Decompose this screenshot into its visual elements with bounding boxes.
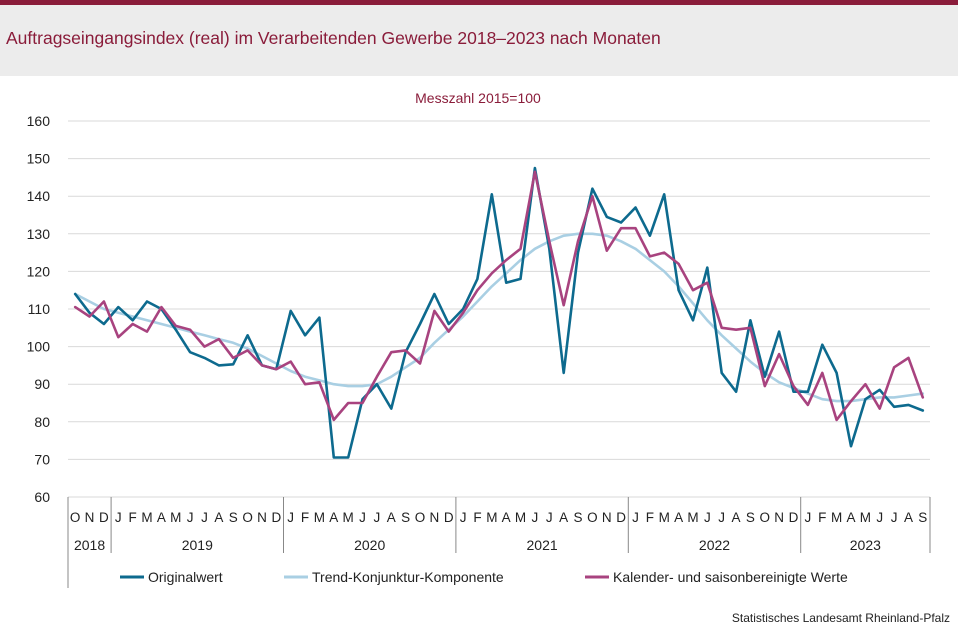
x-month-label: O [760,510,771,525]
x-month-label: A [846,510,855,525]
x-month-label: O [587,510,598,525]
x-month-label: J [891,510,898,525]
y-tick-label: 120 [27,263,51,279]
y-tick-label: 90 [34,376,50,392]
x-month-label: F [473,510,481,525]
x-month-label: F [129,510,137,525]
y-tick-label: 60 [34,489,50,505]
x-year-label: 2018 [74,537,105,553]
chart-panel [0,76,958,628]
x-month-label: N [774,510,784,525]
legend-label: Trend-Konjunktur-Komponente [312,569,504,585]
x-month-label: M [515,510,526,525]
x-month-label: J [187,510,194,525]
x-month-label: A [904,510,913,525]
x-month-label: J [805,510,812,525]
x-month-label: S [229,510,238,525]
x-month-label: J [876,510,883,525]
x-month-label: N [85,510,95,525]
header: Auftragseingangsindex (real) im Verarbei… [0,5,958,67]
source-note: Statistisches Landesamt Rheinland-Pfalz [731,611,950,625]
chart-title: Auftragseingangsindex (real) im Verarbei… [6,28,661,48]
y-tick-label: 160 [27,113,51,129]
series-line-2 [73,170,925,422]
brand-bar [0,0,958,5]
x-month-label: A [502,510,511,525]
x-month-label: A [387,510,396,525]
x-year-label: 2023 [850,537,881,553]
x-month-label: S [746,510,755,525]
y-axis: 60 70 80 90 100 110 120 130 140 150 160 [27,113,51,505]
x-month-label: S [401,510,410,525]
x-month-label: A [674,510,683,525]
x-month-label: J [115,510,122,525]
x-month-label: F [818,510,826,525]
x-month-label: M [860,510,871,525]
x-year-label: 2021 [527,537,558,553]
y-tick-label: 130 [27,226,51,242]
series-line-1 [73,232,925,403]
x-month-label: M [831,510,842,525]
x-month-label: S [918,510,927,525]
x-month-label: D [616,510,626,525]
x-month-label: J [374,510,381,525]
x-month-label: J [718,510,725,525]
x-month-label: N [429,510,439,525]
x-month-label: J [546,510,553,525]
x-year-label: 2022 [699,537,730,553]
x-month-label: D [789,510,799,525]
x-month-label: M [343,510,354,525]
chart-subtitle: Messzahl 2015=100 [415,90,541,106]
x-month-label: M [314,510,325,525]
x-month-label: M [659,510,670,525]
x-month-label: M [141,510,152,525]
y-tick-label: 80 [34,414,50,430]
x-month-label: N [257,510,267,525]
x-month-label: J [287,510,294,525]
y-tick-label: 140 [27,188,51,204]
x-month-label: F [301,510,309,525]
x-month-label: O [415,510,426,525]
x-month-label: J [359,510,366,525]
x-month-label: N [602,510,612,525]
x-month-label: J [460,510,467,525]
x-month-label: A [732,510,741,525]
x-month-label: D [444,510,454,525]
x-month-label: M [170,510,181,525]
x-month-label: M [486,510,497,525]
series-line-0 [73,166,925,459]
x-year-label: 2020 [354,537,385,553]
x-year-label: 2019 [182,537,213,553]
x-month-label: O [70,510,81,525]
y-tick-label: 70 [34,451,50,467]
legend-label: Originalwert [148,569,223,585]
y-tick-label: 110 [28,301,51,317]
legend-label: Kalender- und saisonbereinigte Werte [613,569,848,585]
x-month-label: A [157,510,166,525]
x-month-label: J [201,510,208,525]
x-month-label: J [632,510,639,525]
legend: Originalwert Trend-Konjunktur-Komponente K… [120,569,848,585]
x-month-label: A [329,510,338,525]
series-lines [73,166,925,459]
x-month-label: A [214,510,223,525]
x-month-label: F [646,510,654,525]
y-tick-label: 150 [27,151,51,167]
grid [68,120,930,498]
x-month-label: J [532,510,539,525]
x-month-label: M [687,510,698,525]
x-month-label: O [242,510,253,525]
x-month-label: D [99,510,109,525]
x-month-label: D [271,510,281,525]
x-month-label: J [704,510,711,525]
x-month-label: A [559,510,568,525]
x-month-label: S [574,510,583,525]
y-tick-label: 100 [27,339,51,355]
